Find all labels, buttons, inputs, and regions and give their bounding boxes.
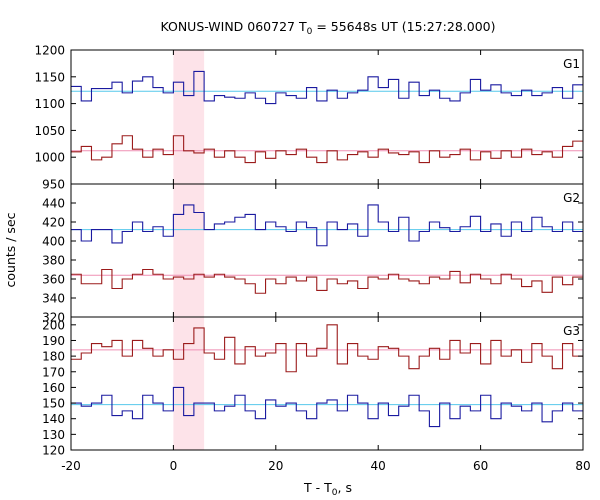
y-tick-label: 1200 [34,44,65,58]
panel-frame [70,183,584,318]
y-tick-label: 190 [42,334,65,348]
panels-group: 95010001050110011501200G1320340360380400… [34,44,590,474]
x-axis-label: T - T0, s [303,480,352,498]
y-tick-label: 140 [42,412,65,426]
x-axis-label-sub: 0 [332,488,338,498]
y-tick-label: 120 [42,444,65,458]
y-tick-label: 360 [42,273,65,287]
y-tick-label: 950 [42,178,65,192]
series-red-g1 [71,135,583,164]
panel-label: G2 [563,191,580,205]
chart-title-suffix: = 55648s UT (15:27:28.000) [312,19,495,34]
y-tick-label: 320 [42,311,65,325]
y-tick-label: 1050 [34,124,65,138]
series-blue-g3 [71,386,583,428]
panel-g1: 950 1000 1050 1100 1150 1200 G1 [34,44,584,192]
x-tick-label: -20 [61,459,81,473]
y-tick-label: 150 [42,397,65,411]
panel-g2: 320 340 360 380 400 420 440 G2 [42,183,584,325]
panel-frame [70,49,584,185]
x-axis-label-prefix: T - T [303,480,332,495]
y-tick-label: 1000 [34,151,65,165]
y-tick-label: 200 [42,318,65,332]
series-red-g2 [71,268,583,294]
y-tick-label: 180 [42,350,65,364]
x-tick-label: 20 [268,459,283,473]
y-tick-label: 380 [42,254,65,268]
chart-title: KONUS-WIND 060727 T0 = 55648s UT (15:27:… [160,19,495,37]
y-axis-label: counts / sec [3,212,18,287]
y-tick-label: 160 [42,381,65,395]
series-blue-g1 [71,70,583,105]
y-tick-label: 400 [42,235,65,249]
chart-title-sub: 0 [307,27,313,37]
y-tick-label: 1150 [34,70,65,84]
x-tick-label: 40 [371,459,386,473]
y-tick-label: 340 [42,292,65,306]
x-tick-label: 80 [575,459,590,473]
y-tick-label: 170 [42,365,65,379]
panel-frame [70,316,584,451]
y-tick-label: 1100 [34,97,65,111]
y-tick-label: 130 [42,428,65,442]
series-red-g3 [71,324,583,373]
x-axis-label-suffix: , s [338,480,352,495]
chart-title-prefix: KONUS-WIND 060727 T [160,19,306,34]
y-tick-label: 420 [42,216,65,230]
highlight-band [173,50,205,450]
x-tick-label: 0 [170,459,178,473]
panel-label: G3 [563,324,580,338]
x-tick-label: 60 [473,459,488,473]
y-tick-label: 440 [42,197,65,211]
series-blue-g2 [71,204,583,247]
panel-label: G1 [563,57,580,71]
